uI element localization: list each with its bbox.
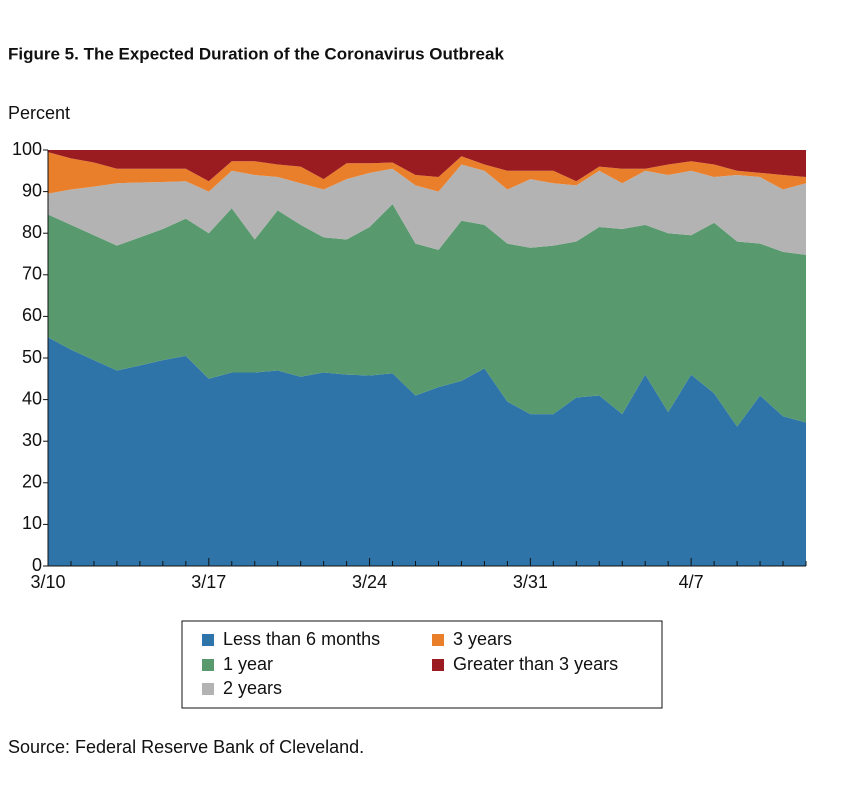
x-tick-label: 4/7 [679,572,704,592]
source: Source: Federal Reserve Bank of Clevelan… [8,737,364,757]
chart-title: Figure 5. The Expected Duration of the C… [8,44,504,63]
area [48,204,806,427]
y-tick-label: 0 [32,555,42,575]
legend-swatch [432,659,444,671]
y-tick-label: 60 [22,305,42,325]
y-tick-label: 100 [12,139,42,159]
legend-box [181,620,663,709]
x-tick-label: 3/24 [352,572,387,592]
area [48,150,806,182]
legend-swatch [202,683,214,695]
y-tick-label: 80 [22,222,42,242]
y-axis-label: Percent [8,103,70,123]
legend-label: 2 years [223,678,282,698]
legend-label: 3 years [453,629,512,649]
legend-label: Less than 6 months [223,629,380,649]
y-tick-label: 50 [22,347,42,367]
area [48,152,806,194]
x-tick-label: 3/10 [30,572,65,592]
y-tick-label: 20 [22,472,42,492]
legend-label: 1 year [223,654,273,674]
legend-swatch [202,659,214,671]
y-tick-label: 70 [22,264,42,284]
y-tick-label: 30 [22,430,42,450]
x-tick-label: 3/17 [191,572,226,592]
y-tick-label: 90 [22,180,42,200]
legend-swatch [432,634,444,646]
area [48,337,806,566]
legend-swatch [202,634,214,646]
area [48,164,806,255]
y-tick-label: 10 [22,513,42,533]
y-tick-label: 40 [22,388,42,408]
legend-label: Greater than 3 years [453,654,618,674]
x-tick-label: 3/31 [513,572,548,592]
